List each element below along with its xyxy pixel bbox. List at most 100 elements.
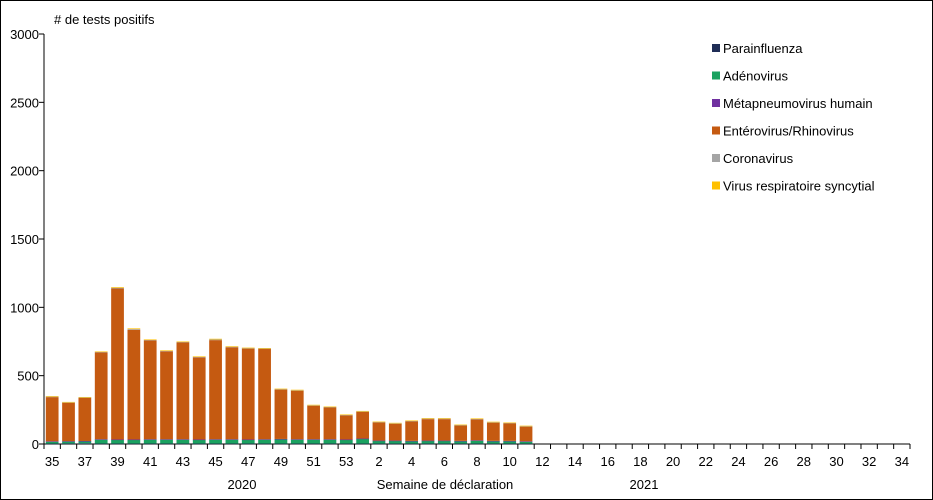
bar-segment (62, 441, 75, 442)
bar-segment (241, 443, 255, 445)
bar-segment (225, 347, 239, 440)
bar-segment (339, 414, 353, 416)
bar-segment (111, 287, 124, 289)
bar-segment (274, 438, 288, 440)
bar-segment (503, 422, 517, 424)
bar-segment (307, 439, 320, 440)
bar-segment (519, 443, 533, 445)
bar-segment (62, 441, 75, 444)
bar-segment (209, 439, 222, 444)
bar-segment (356, 438, 369, 444)
bar-segment (192, 357, 206, 440)
x-tick-label: 10 (502, 454, 516, 469)
bar-segment (307, 405, 320, 406)
x-tick-label: 4 (408, 454, 415, 469)
bar-segment (372, 421, 386, 423)
bar-segment (62, 402, 75, 442)
bar-segment (339, 443, 353, 445)
x-tick-label: 32 (862, 454, 876, 469)
bar-segment (94, 443, 108, 445)
bar-segment (486, 441, 500, 444)
y-tick-label: 2500 (10, 95, 39, 110)
bar-segment (388, 443, 402, 445)
bar-segment (192, 356, 206, 358)
bar-segment (486, 440, 500, 442)
bar-segment (176, 341, 190, 343)
bar-segment (503, 443, 517, 445)
bar-segment (372, 422, 386, 441)
bar-segment (323, 407, 337, 440)
bar-segment (519, 425, 533, 427)
bar-segment (339, 439, 353, 444)
x-tick-label: 12 (535, 454, 549, 469)
bar-segment (323, 439, 337, 444)
bar-segment (62, 443, 75, 445)
legend-label: Entérovirus/Rhinovirus (723, 124, 854, 139)
bar-segment (127, 439, 141, 444)
x-tick-label: 24 (731, 454, 745, 469)
bar-segment (486, 421, 500, 423)
bar-segment (192, 356, 206, 357)
bar-segment (160, 443, 173, 445)
y-tick-label: 500 (17, 369, 39, 384)
bar-segment (519, 441, 533, 444)
bar-segment (258, 348, 271, 350)
x-tick-label: 37 (78, 454, 92, 469)
legend-swatch (712, 126, 720, 135)
x-tick-label: 20 (666, 454, 680, 469)
bar-segment (519, 441, 533, 442)
bar-segment (421, 443, 435, 445)
x-tick-label: 41 (143, 454, 157, 469)
bar-segment (274, 443, 288, 445)
bar-segment (45, 441, 59, 444)
bar-segment (454, 424, 468, 426)
x-tick-label: 18 (633, 454, 647, 469)
bar-segment (421, 418, 435, 419)
bar-segment (78, 443, 92, 444)
bar-segment (209, 443, 222, 445)
bar-segment (421, 440, 435, 444)
bar-segment (62, 402, 75, 403)
bar-segment (94, 439, 108, 444)
y-tick-label: 3000 (10, 27, 39, 42)
bar-segment (437, 443, 451, 445)
bar-segment (503, 422, 517, 424)
bar-segment (503, 423, 517, 441)
bar-segment (405, 420, 419, 422)
x-tick-label: 51 (306, 454, 320, 469)
bar-segment (127, 439, 141, 441)
x-tick-label: 30 (829, 454, 843, 469)
bar-segment (339, 439, 353, 441)
bar-segment (225, 443, 239, 445)
bar-segment (307, 405, 320, 440)
bar-segment (241, 347, 255, 349)
bar-segment (519, 425, 533, 427)
bar-segment (323, 406, 337, 408)
y-tick-label: 1000 (10, 300, 39, 315)
year-label-2021: 2021 (630, 477, 659, 492)
bar-segment (356, 438, 369, 440)
bar-segment (486, 443, 500, 445)
bar-segment (111, 439, 124, 444)
bar-segment (339, 415, 353, 440)
bar-segment (323, 439, 337, 440)
bar-segment (225, 439, 239, 440)
bar-segment (437, 440, 451, 442)
bar-segment (470, 418, 484, 420)
x-tick-label: 47 (241, 454, 255, 469)
legend-swatch (712, 99, 720, 107)
bar-segment (209, 339, 222, 341)
bar-segment (45, 396, 59, 398)
y-tick-label: 2000 (10, 164, 39, 179)
bar-segment (94, 351, 108, 353)
bar-segment (143, 340, 157, 440)
bar-segment (160, 351, 173, 440)
bar-segment (111, 443, 124, 445)
x-tick-label: 2 (375, 454, 382, 469)
bar-segment (454, 443, 468, 445)
bar-segment (143, 443, 157, 445)
bar-segment (94, 439, 108, 440)
bar-segment (470, 440, 484, 441)
